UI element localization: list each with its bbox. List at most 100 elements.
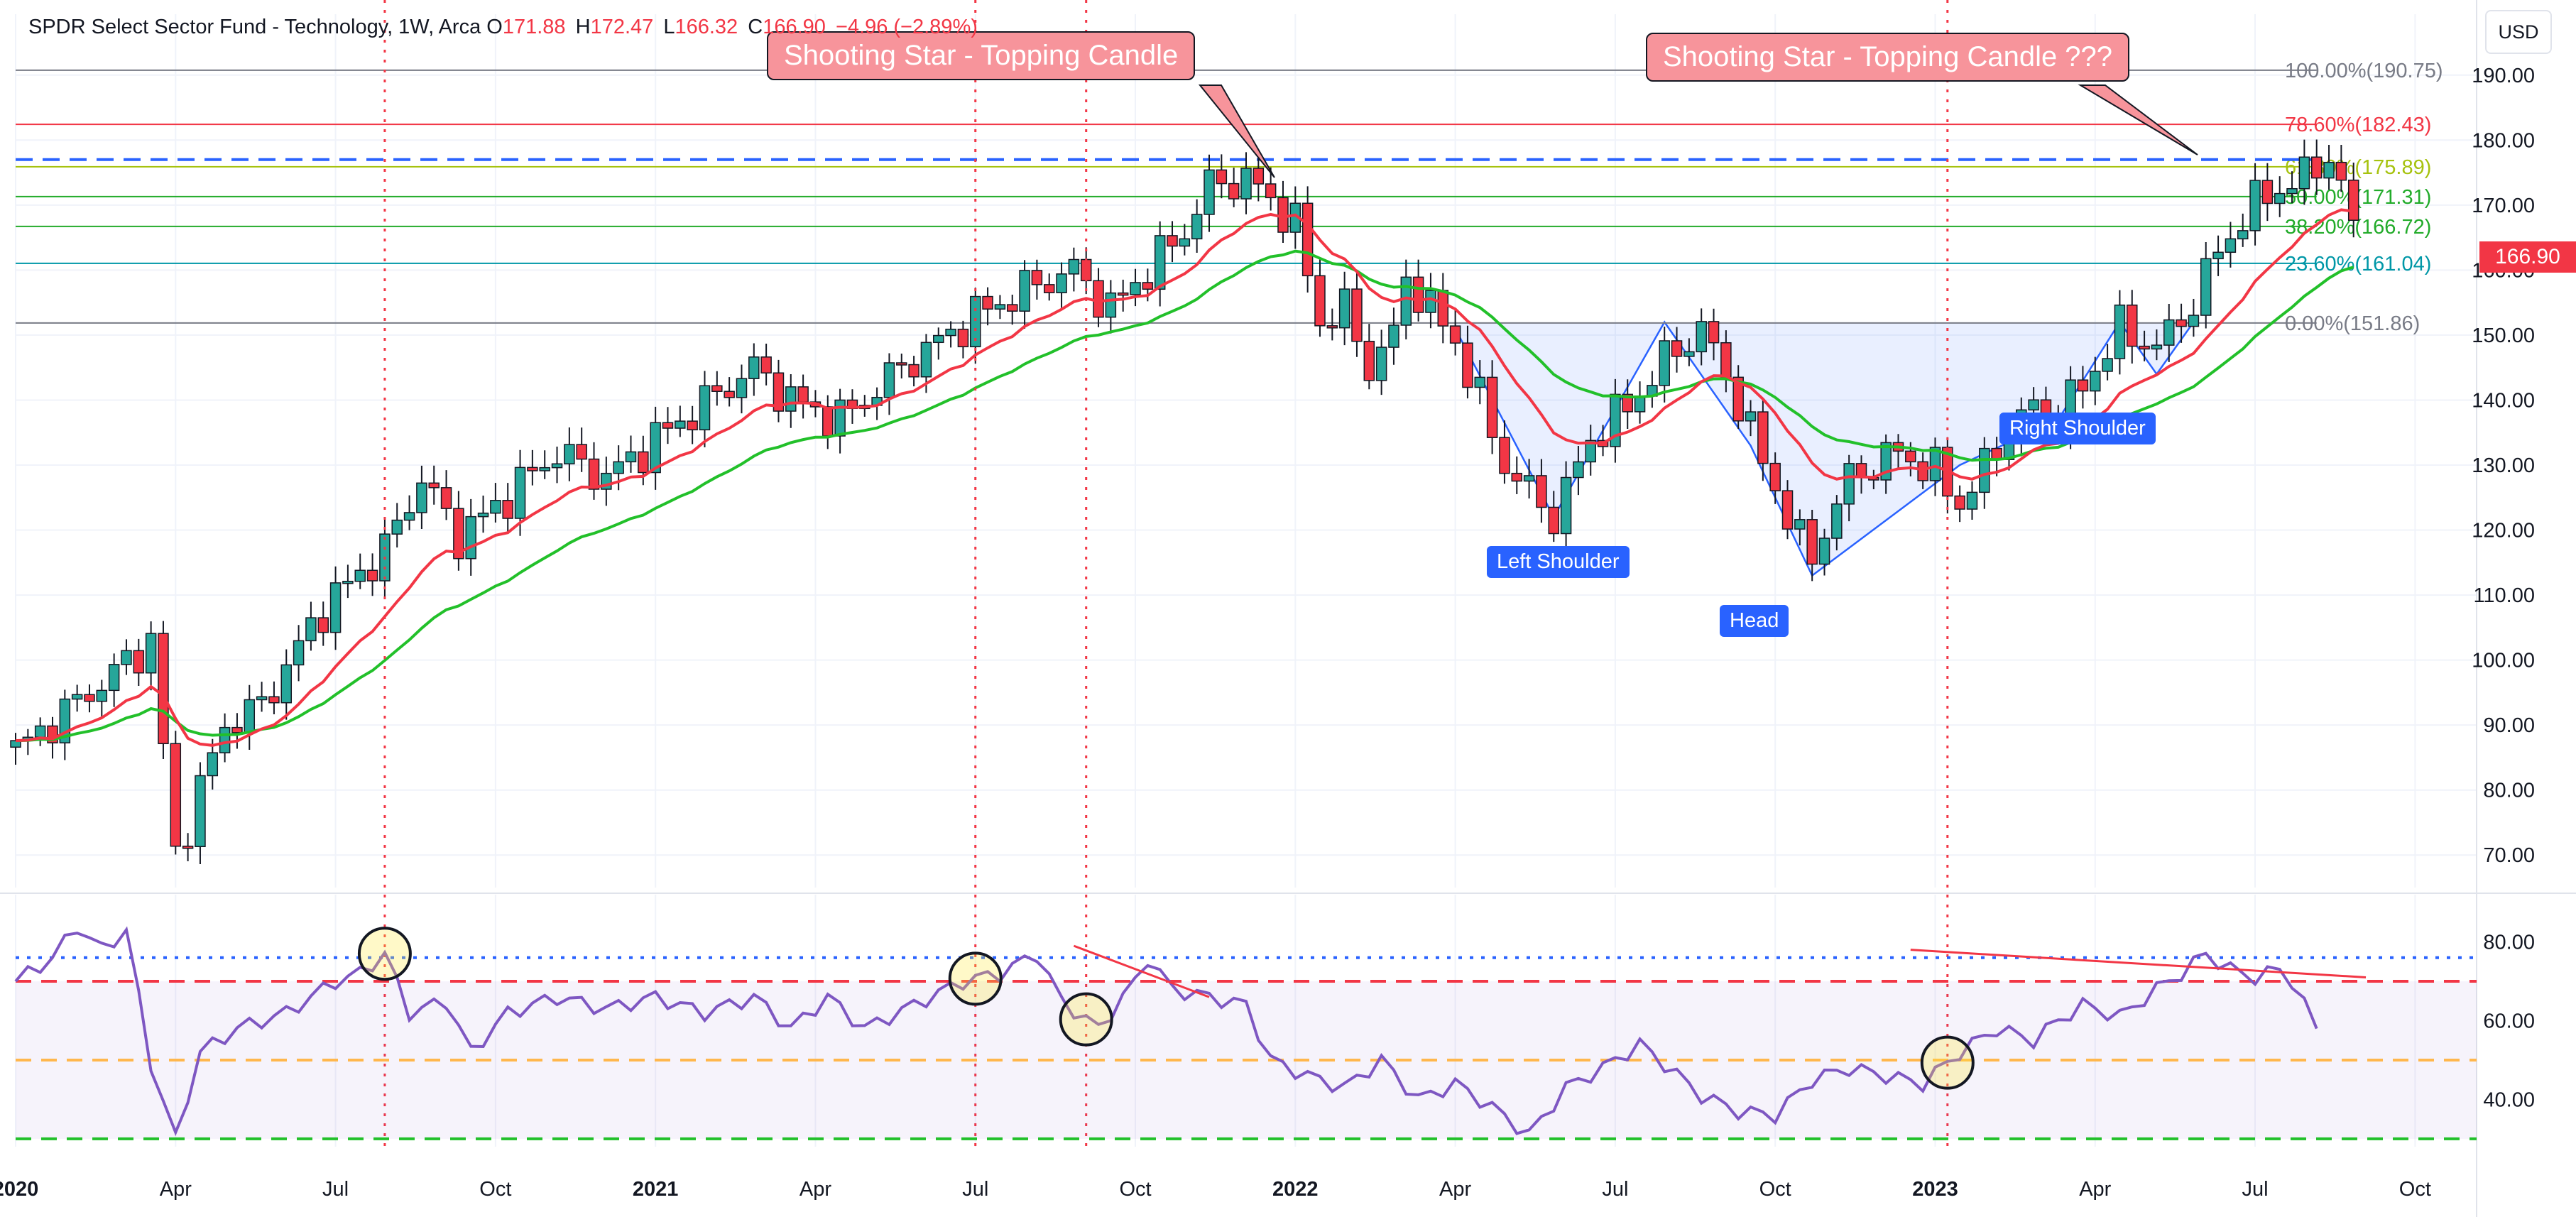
price-axis-tick: 170.00 (2472, 195, 2535, 217)
candle-body (1720, 342, 1732, 378)
candle-body (71, 694, 83, 700)
candle-body (1154, 235, 1166, 290)
candle-body (2274, 192, 2286, 204)
price-axis-tick: 90.00 (2483, 714, 2535, 737)
candle-body (182, 846, 194, 849)
candle-body (1056, 273, 1067, 293)
candle-body (1105, 292, 1117, 318)
candle-body (1437, 290, 1449, 327)
candle-body (1708, 321, 1720, 344)
candle-body (883, 362, 895, 398)
fib-label: 0.00%(151.86) (2285, 312, 2420, 335)
candle-body (1351, 288, 1363, 342)
candle-body (2139, 345, 2150, 350)
candle-body (342, 580, 354, 584)
price-axis-tick: 110.00 (2473, 584, 2535, 607)
candle-body (1560, 476, 1572, 535)
candle-body (1622, 393, 1633, 413)
candle-body (564, 444, 575, 465)
candle-body (1265, 183, 1277, 199)
candle-body (588, 458, 600, 490)
left-shoulder-label[interactable]: Left Shoulder (1487, 546, 1630, 578)
candle-body (1449, 325, 1461, 344)
candle-body (1179, 238, 1191, 247)
candle-body (1696, 321, 1707, 353)
candle-body (1610, 393, 1621, 447)
candle-body (2163, 319, 2175, 346)
candle-body (945, 328, 956, 337)
time-axis-tick: Oct (1119, 1178, 1151, 1201)
candle-body (121, 650, 132, 665)
candle-body (2225, 238, 2237, 253)
candle-body (280, 664, 293, 704)
candle-body (2237, 230, 2249, 240)
candle-body (2212, 251, 2224, 260)
candle-body (84, 694, 95, 702)
price-axis-tick: 140.00 (2472, 389, 2535, 412)
candle-body (1905, 450, 1916, 463)
candle-body (2090, 371, 2101, 392)
fib-label: 100.00%(190.75) (2285, 60, 2443, 82)
candle-body (748, 356, 760, 379)
fib-label: 78.60%(182.43) (2285, 114, 2431, 136)
candle-body (982, 295, 993, 310)
candle-body (2114, 304, 2126, 359)
candle-body (1511, 472, 1523, 482)
candle-body (1204, 169, 1215, 215)
candle-body (133, 650, 145, 674)
candle-body (2188, 315, 2200, 327)
candle-body (969, 295, 981, 348)
candle-body (207, 752, 219, 777)
candle-body (1523, 475, 1535, 482)
candle-body (760, 356, 772, 373)
candle-body (1400, 276, 1412, 326)
candle-body (613, 461, 624, 474)
candle-body (465, 515, 476, 560)
candle-body (1191, 214, 1203, 240)
head-label[interactable]: Head (1720, 605, 1789, 637)
callout-pointer (2078, 84, 2198, 155)
candle-body (2200, 258, 2212, 316)
close-value: 166.90 (763, 16, 826, 38)
callout-shooting-star-2[interactable]: Shooting Star - Topping Candle ??? (1646, 33, 2130, 82)
candle-body (1130, 282, 1141, 295)
last-price-badge: 166.90 (2479, 241, 2576, 273)
candle-body (477, 512, 489, 518)
candle-body (1252, 168, 1265, 185)
candle-body (1301, 202, 1314, 277)
candle-body (1585, 440, 1596, 463)
candle-body (1117, 292, 1129, 296)
currency-button[interactable]: USD (2485, 10, 2552, 54)
time-axis-tick: 2020 (0, 1178, 38, 1201)
candle-body (957, 328, 969, 348)
candle-body (1794, 519, 1806, 530)
candle-body (1929, 447, 1941, 481)
symbol-header: SPDR Select Sector Fund - Technology, 1W… (28, 16, 978, 39)
candle-body (1917, 461, 1928, 481)
candle-body (256, 696, 268, 701)
candle-body (231, 726, 243, 733)
callout-shooting-star-1[interactable]: Shooting Star - Topping Candle (767, 31, 1196, 80)
rsi-peak-circle (357, 927, 412, 981)
candle-body (403, 512, 415, 521)
candle-body (920, 342, 932, 378)
fib-label: 23.60%(161.04) (2285, 253, 2431, 275)
candle-body (711, 385, 723, 392)
candle-body (1769, 462, 1781, 491)
time-axis-tick: Jul (1602, 1178, 1628, 1201)
candle-body (1167, 235, 1178, 247)
candle-body (453, 508, 464, 560)
candle-body (1031, 270, 1043, 285)
candle-body (650, 422, 661, 474)
candle-body (1338, 288, 1350, 329)
candle-body (1462, 342, 1473, 388)
right-shoulder-label[interactable]: Right Shoulder (1999, 413, 2156, 444)
candle-body (2335, 161, 2347, 181)
candle-body (502, 500, 513, 519)
candle-body (1375, 346, 1387, 381)
candle-body (551, 463, 563, 469)
candle-body (1671, 340, 1683, 357)
candle-body (933, 334, 944, 344)
symbol-title: SPDR Select Sector Fund - Technology, 1W… (28, 16, 481, 38)
